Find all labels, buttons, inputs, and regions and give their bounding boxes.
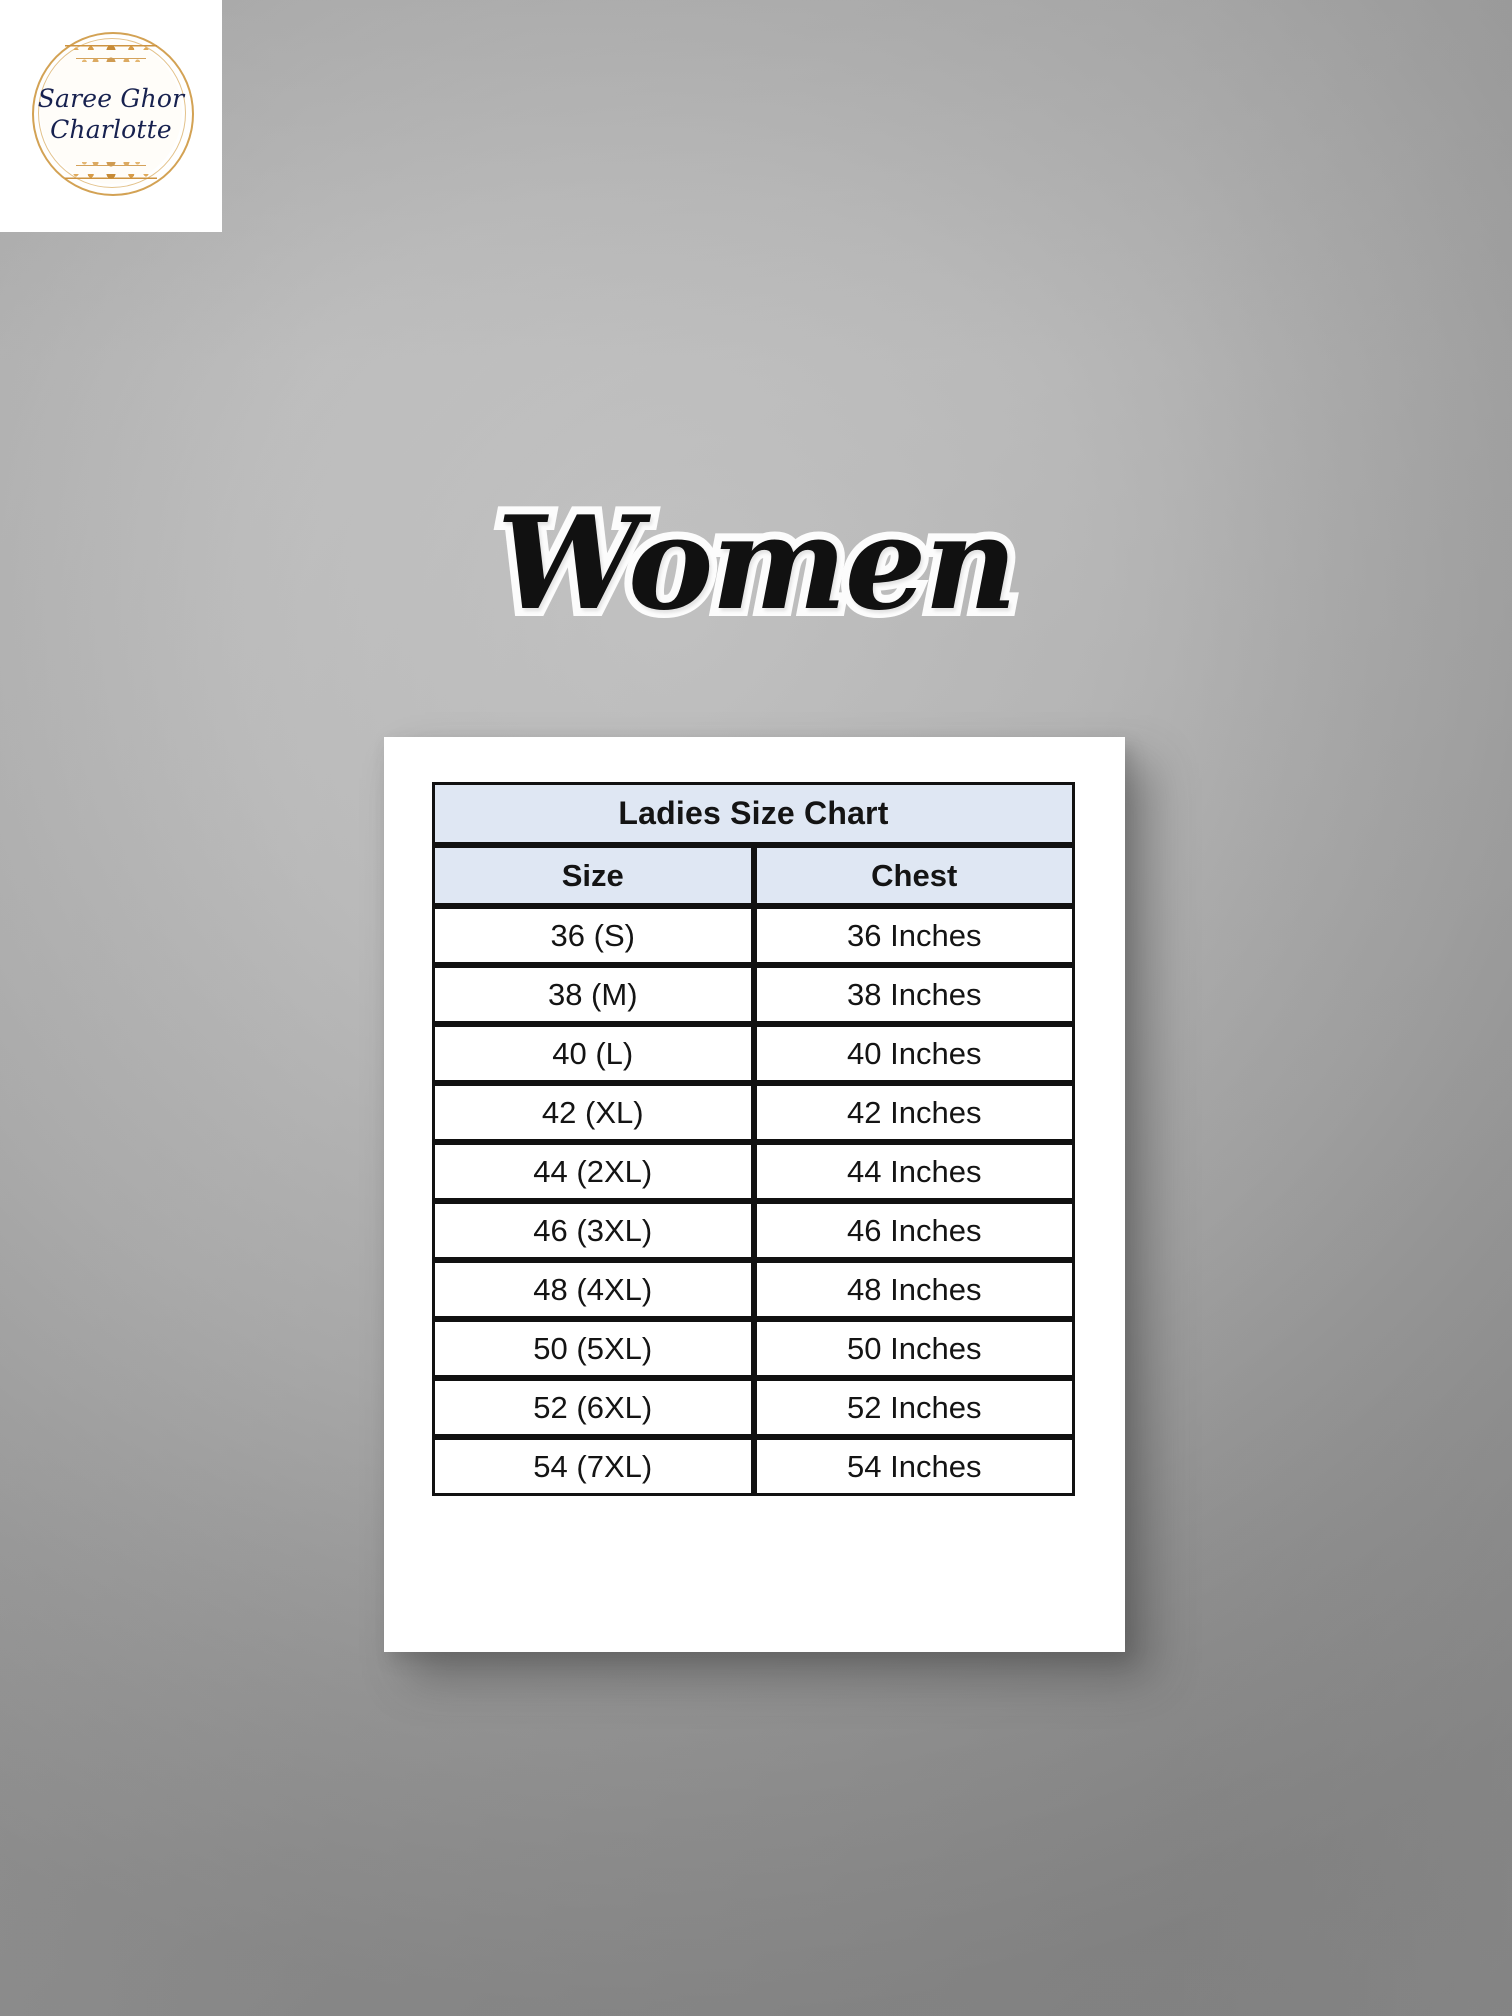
mandala-ornament-icon: Saree Ghor Charlotte <box>6 6 216 218</box>
table-row: 36 (S) 36 Inches <box>432 906 1075 965</box>
logo-crest-bottom-small-icon <box>76 162 146 176</box>
cell-size: 48 (4XL) <box>432 1260 754 1319</box>
table-row: 52 (6XL) 52 Inches <box>432 1378 1075 1437</box>
cell-chest: 46 Inches <box>753 1201 1075 1260</box>
logo-crest-top-icon <box>65 32 157 50</box>
column-header-size: Size <box>432 845 754 906</box>
cell-size: 44 (2XL) <box>432 1142 754 1201</box>
table-row: 46 (3XL) 46 Inches <box>432 1201 1075 1260</box>
size-table-body: Ladies Size Chart Size Chest 36 (S) 36 I… <box>432 782 1075 1496</box>
cell-size: 40 (L) <box>432 1024 754 1083</box>
table-header-row: Size Chest <box>432 845 1075 906</box>
cell-chest: 44 Inches <box>753 1142 1075 1201</box>
table-row: 40 (L) 40 Inches <box>432 1024 1075 1083</box>
cell-size: 38 (M) <box>432 965 754 1024</box>
cell-size: 52 (6XL) <box>432 1378 754 1437</box>
cell-chest: 38 Inches <box>753 965 1075 1024</box>
logo-line-2: Charlotte <box>50 114 172 144</box>
size-chart-card: Ladies Size Chart Size Chest 36 (S) 36 I… <box>384 737 1125 1652</box>
cell-chest: 42 Inches <box>753 1083 1075 1142</box>
cell-size: 46 (3XL) <box>432 1201 754 1260</box>
cell-chest: 52 Inches <box>753 1378 1075 1437</box>
table-row: 38 (M) 38 Inches <box>432 965 1075 1024</box>
logo-wordmark: Saree Ghor Charlotte <box>6 84 216 145</box>
cell-size: 42 (XL) <box>432 1083 754 1142</box>
logo-crest-bottom-icon <box>65 174 157 192</box>
logo-crest-top-small-icon <box>76 48 146 62</box>
cell-chest: 50 Inches <box>753 1319 1075 1378</box>
table-row: 48 (4XL) 48 Inches <box>432 1260 1075 1319</box>
cell-size: 36 (S) <box>432 906 754 965</box>
cell-size: 54 (7XL) <box>432 1437 754 1496</box>
cell-size: 50 (5XL) <box>432 1319 754 1378</box>
page-title-wrapper: Women <box>0 489 1512 680</box>
table-title-row: Ladies Size Chart <box>432 782 1075 845</box>
table-row: 54 (7XL) 54 Inches <box>432 1437 1075 1496</box>
column-header-chest: Chest <box>753 845 1075 906</box>
table-row: 42 (XL) 42 Inches <box>432 1083 1075 1142</box>
logo-line-1: Saree Ghor <box>37 84 185 113</box>
cell-chest: 54 Inches <box>753 1437 1075 1496</box>
cell-chest: 48 Inches <box>753 1260 1075 1319</box>
page-title: Women <box>489 489 1026 639</box>
size-chart-title-cell: Ladies Size Chart <box>432 782 1075 845</box>
cell-chest: 36 Inches <box>753 906 1075 965</box>
table-row: 44 (2XL) 44 Inches <box>432 1142 1075 1201</box>
table-row: 50 (5XL) 50 Inches <box>432 1319 1075 1378</box>
cell-chest: 40 Inches <box>753 1024 1075 1083</box>
brand-logo-tile: Saree Ghor Charlotte <box>0 0 222 232</box>
ladies-size-chart-table: Ladies Size Chart Size Chest 36 (S) 36 I… <box>432 782 1075 1496</box>
